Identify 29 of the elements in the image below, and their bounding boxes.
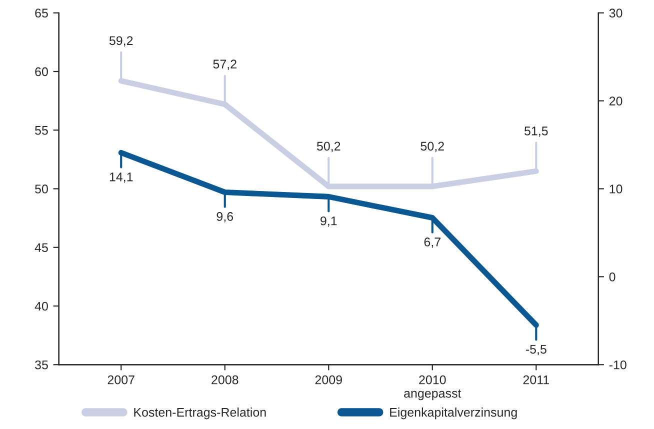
- data-label: 59,2: [109, 36, 133, 47]
- y2-tick-label: 30: [609, 8, 622, 18]
- x-tick-label: 2010 angepasst: [404, 375, 462, 400]
- y2-tick-label: 0: [609, 272, 616, 282]
- data-label: 50,2: [420, 142, 444, 152]
- legend-label: Kosten-Ertrags-Relation: [134, 408, 266, 420]
- y-tick-label: 45: [34, 243, 48, 252]
- data-label: 9,1: [320, 216, 337, 227]
- y2-tick-label: 20: [609, 96, 622, 106]
- data-label: 9,6: [216, 212, 234, 222]
- y-tick-label: 55: [35, 126, 48, 135]
- y-tick-label: 35: [35, 360, 48, 370]
- y-tick-label: 50: [35, 184, 48, 194]
- data-label: 57,2: [213, 60, 236, 70]
- data-label: 6,7: [424, 238, 440, 248]
- y-tick-label: 65: [35, 8, 48, 18]
- data-label: 14,1: [110, 172, 133, 183]
- data-label: -5,5: [526, 344, 546, 356]
- y-tick-label: 60: [35, 67, 48, 76]
- x-tick-label: 2009: [315, 375, 342, 384]
- x-tick-label: 2008: [212, 375, 238, 384]
- legend-label: Eigenkapitalverzinsung: [390, 408, 517, 420]
- y2-tick-label: 10: [610, 184, 622, 194]
- x-tick-label: 2007: [108, 375, 134, 384]
- y-tick-label: 40: [34, 302, 48, 311]
- data-label: 51,5: [524, 126, 548, 137]
- data-label: 50,2: [316, 142, 340, 152]
- x-tick-label: 2011: [523, 375, 549, 384]
- y2-tick-label: -10: [609, 360, 626, 370]
